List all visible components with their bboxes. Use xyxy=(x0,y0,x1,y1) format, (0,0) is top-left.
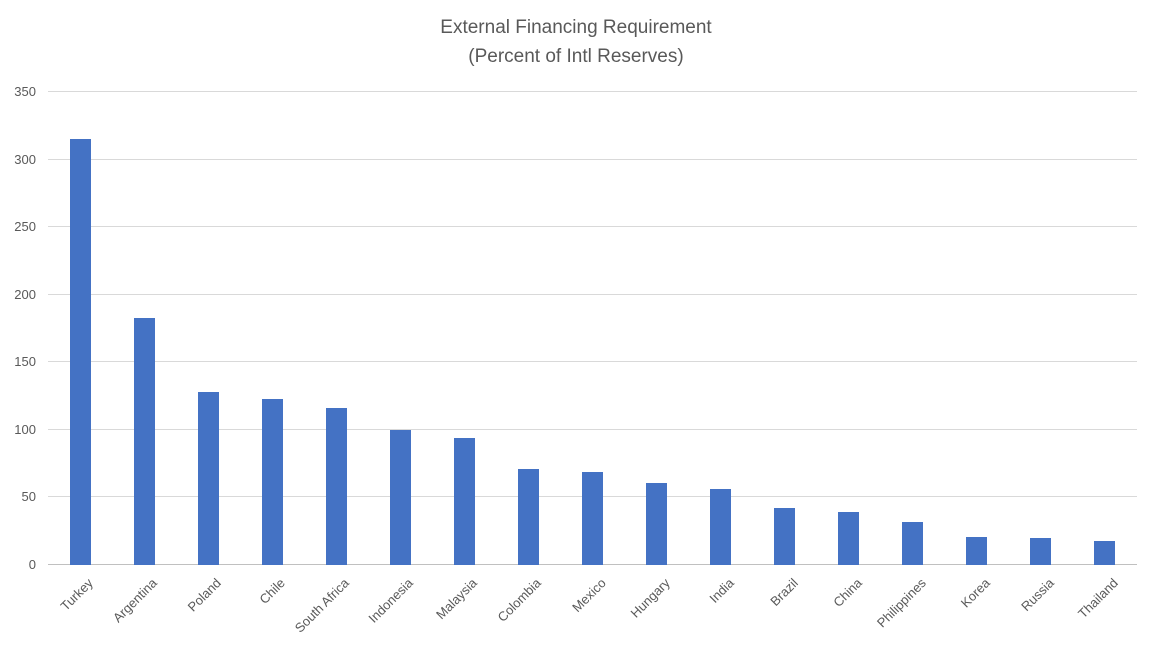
y-tick-label: 50 xyxy=(21,489,36,505)
y-tick-label: 150 xyxy=(14,354,36,370)
x-tick-label: Brazil xyxy=(766,575,801,609)
gridline xyxy=(48,361,1137,363)
bar-argentina xyxy=(133,317,155,565)
x-tick-label: Mexico xyxy=(568,575,609,616)
x-tick-label: Russia xyxy=(1018,575,1057,615)
gridline xyxy=(48,428,1137,430)
y-tick-label: 0 xyxy=(28,557,36,572)
gridline xyxy=(48,226,1137,228)
y-tick-label: 100 xyxy=(14,421,36,437)
bar-south-africa xyxy=(325,408,347,565)
y-tick-label: 300 xyxy=(14,151,36,167)
chart-title: External Financing Requirement (Percent … xyxy=(0,13,1152,71)
bar-malaysia xyxy=(453,437,475,565)
x-tick-label: India xyxy=(705,575,737,606)
y-tick-label: 250 xyxy=(14,219,36,235)
chart-title-line1: External Financing Requirement xyxy=(440,17,712,38)
bar-thailand xyxy=(1094,540,1116,565)
plot-area xyxy=(48,91,1137,565)
bar-philippines xyxy=(902,521,924,565)
x-tick-label: Indonesia xyxy=(365,575,417,626)
bar-brazil xyxy=(774,508,796,565)
bar-turkey xyxy=(69,139,91,565)
x-tick-label: Malaysia xyxy=(433,575,481,623)
bar-colombia xyxy=(517,469,539,565)
x-tick-label: Colombia xyxy=(494,575,545,625)
x-tick-label: Argentina xyxy=(110,575,160,626)
y-tick-label: 350 xyxy=(14,84,36,99)
x-tick-label: South Africa xyxy=(291,575,353,636)
bar-chile xyxy=(261,398,283,565)
chart-title-line2: (Percent of Intl Reserves) xyxy=(468,46,684,67)
gridline xyxy=(48,158,1137,160)
bar-korea xyxy=(966,536,988,565)
y-tick-label: 200 xyxy=(14,286,36,302)
gridline xyxy=(48,91,1137,92)
x-tick-label: Hungary xyxy=(627,575,673,621)
x-tick-label: Turkey xyxy=(57,575,96,614)
x-tick-label: Korea xyxy=(957,575,993,611)
bar-china xyxy=(838,512,860,565)
bar-poland xyxy=(197,392,219,565)
bar-hungary xyxy=(646,482,668,565)
x-tick-label: Philippines xyxy=(873,575,929,631)
gridline xyxy=(48,293,1137,295)
x-tick-label: China xyxy=(830,575,865,610)
x-tick-label: Thailand xyxy=(1074,575,1121,622)
x-tick-label: Chile xyxy=(256,575,289,607)
bar-mexico xyxy=(582,471,603,565)
bar-india xyxy=(710,489,732,565)
bar-indonesia xyxy=(389,429,411,565)
x-tick-label: Poland xyxy=(184,575,225,615)
bar-russia xyxy=(1030,537,1052,565)
